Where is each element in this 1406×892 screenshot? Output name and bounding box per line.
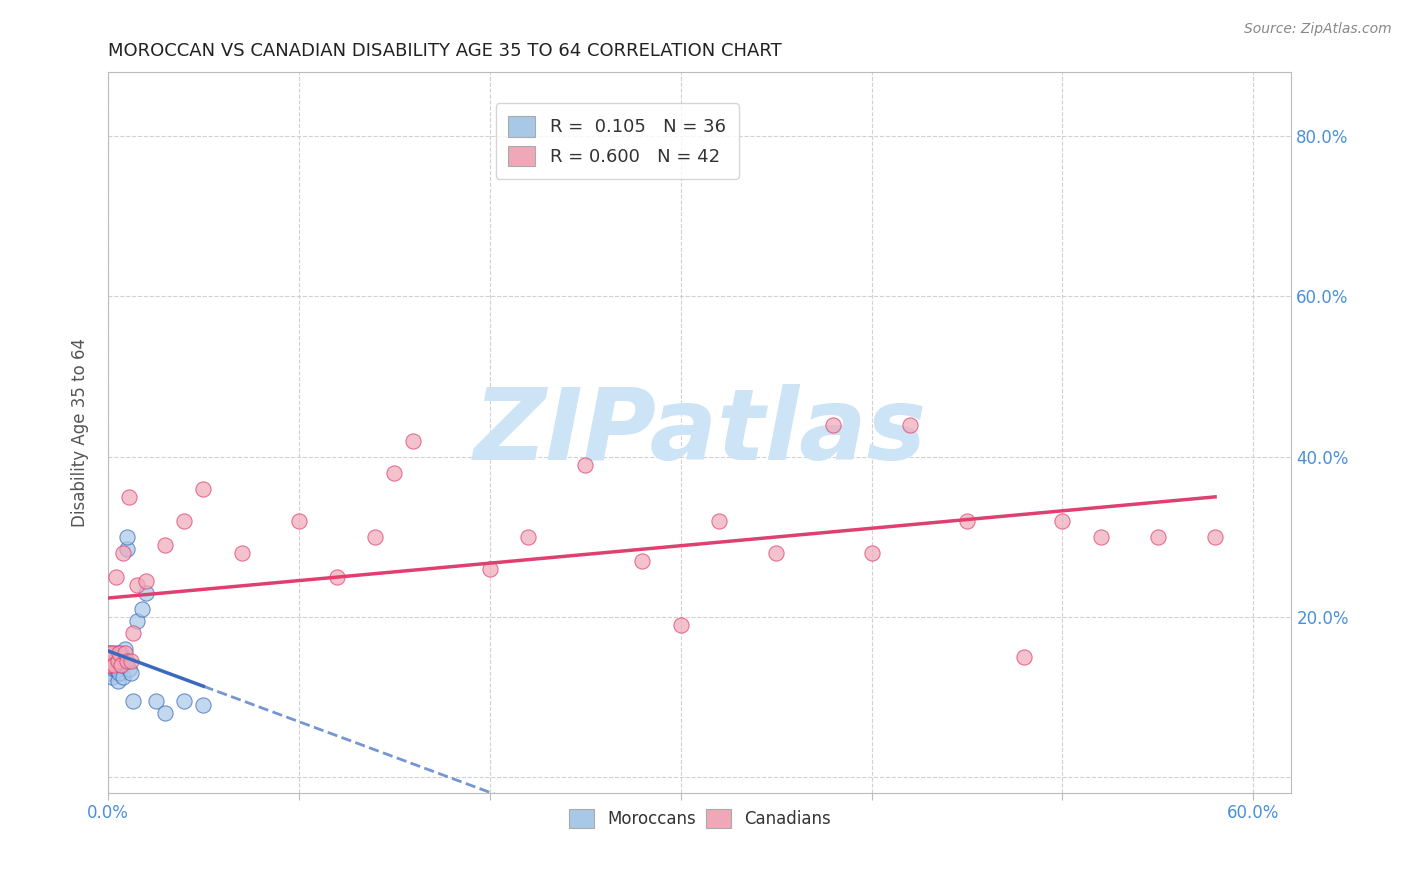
Point [112, 657, 135, 672]
Point [114, 654, 136, 668]
Point [860, 545, 883, 559]
Point [103, 657, 125, 672]
Point [107, 662, 129, 676]
Point [107, 654, 129, 668]
Text: ZIPatlas: ZIPatlas [474, 384, 927, 481]
Point [823, 417, 845, 432]
Point [115, 541, 138, 556]
Point [125, 614, 148, 628]
Point [121, 625, 143, 640]
Point [108, 665, 131, 680]
Point [114, 641, 136, 656]
Point [574, 458, 596, 472]
Point [956, 514, 979, 528]
Point [101, 654, 124, 668]
Point [193, 698, 215, 712]
Point [110, 646, 132, 660]
Point [231, 545, 253, 559]
Point [120, 654, 142, 668]
Point [114, 646, 136, 660]
Point [173, 514, 195, 528]
Point [1052, 514, 1074, 528]
Point [101, 646, 124, 660]
Point [125, 577, 148, 591]
Legend: Moroccans, Canadians: Moroccans, Canadians [562, 802, 838, 835]
Point [478, 561, 501, 575]
Point [98, 657, 121, 672]
Point [516, 530, 538, 544]
Point [104, 662, 127, 676]
Point [120, 665, 142, 680]
Point [107, 673, 129, 688]
Point [326, 569, 349, 583]
Point [155, 706, 177, 720]
Point [110, 657, 132, 672]
Point [131, 601, 153, 615]
Text: MOROCCAN VS CANADIAN DISABILITY AGE 35 TO 64 CORRELATION CHART: MOROCCAN VS CANADIAN DISABILITY AGE 35 T… [108, 42, 782, 60]
Point [101, 670, 124, 684]
Point [118, 662, 141, 676]
Point [97, 657, 120, 672]
Point [135, 585, 157, 599]
Point [103, 646, 125, 660]
Point [402, 434, 425, 448]
Point [135, 574, 157, 588]
Point [193, 482, 215, 496]
Point [173, 693, 195, 707]
Point [97, 654, 120, 668]
Point [112, 545, 135, 559]
Point [898, 417, 921, 432]
Point [115, 530, 138, 544]
Point [108, 654, 131, 668]
Point [1204, 530, 1226, 544]
Point [288, 514, 311, 528]
Point [382, 466, 405, 480]
Point [107, 646, 129, 660]
Point [364, 530, 387, 544]
Y-axis label: Disability Age 35 to 64: Disability Age 35 to 64 [72, 338, 89, 527]
Point [97, 657, 120, 672]
Point [118, 490, 141, 504]
Point [103, 649, 125, 664]
Point [707, 514, 730, 528]
Point [669, 617, 692, 632]
Point [104, 649, 127, 664]
Point [1090, 530, 1112, 544]
Point [110, 657, 132, 672]
Point [112, 670, 135, 684]
Point [1147, 530, 1170, 544]
Point [765, 545, 787, 559]
Point [108, 646, 131, 660]
Point [1012, 649, 1035, 664]
Point [98, 646, 121, 660]
Point [98, 657, 121, 672]
Point [121, 693, 143, 707]
Point [97, 646, 120, 660]
Point [103, 662, 125, 676]
Point [115, 654, 138, 668]
Point [631, 553, 654, 567]
Point [98, 665, 121, 680]
Point [155, 538, 177, 552]
Point [97, 649, 120, 664]
Point [104, 569, 127, 583]
Point [145, 693, 167, 707]
Text: Source: ZipAtlas.com: Source: ZipAtlas.com [1244, 22, 1392, 37]
